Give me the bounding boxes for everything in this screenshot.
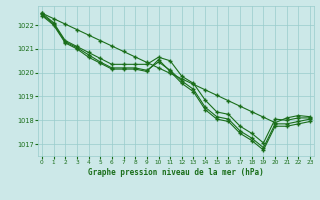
X-axis label: Graphe pression niveau de la mer (hPa): Graphe pression niveau de la mer (hPa) bbox=[88, 168, 264, 177]
